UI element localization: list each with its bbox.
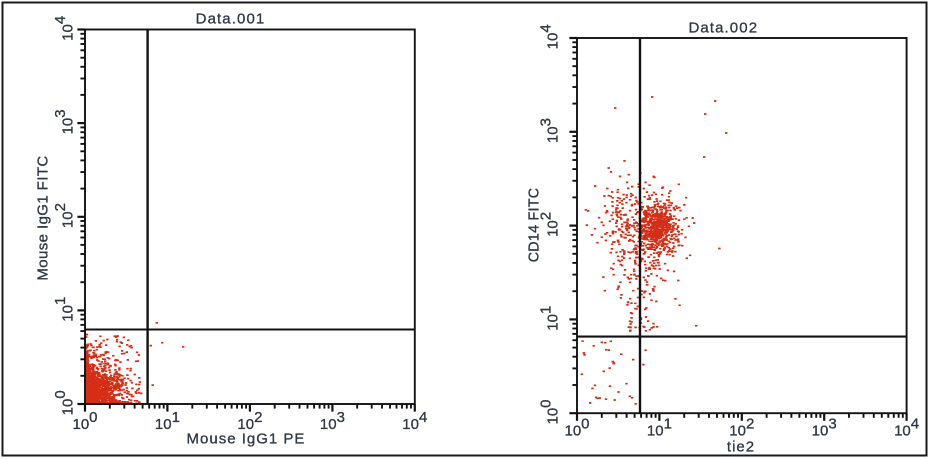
svg-text:Data.002: Data.002 <box>688 20 758 37</box>
svg-text:tie2: tie2 <box>727 439 755 456</box>
svg-text:Mouse IgG1 PE: Mouse IgG1 PE <box>187 431 306 448</box>
svg-text:Data.001: Data.001 <box>196 11 266 28</box>
svg-text:100: 100 <box>72 409 97 433</box>
svg-text:Mouse IgG1 FITC: Mouse IgG1 FITC <box>35 155 52 280</box>
svg-text:CD14 FITC: CD14 FITC <box>527 188 543 263</box>
